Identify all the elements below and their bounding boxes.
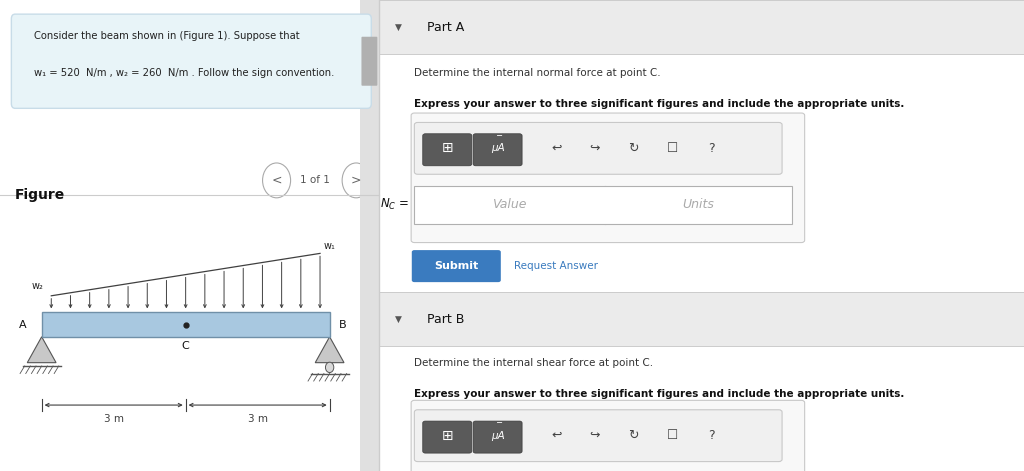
Text: ↩: ↩ bbox=[551, 142, 561, 155]
Text: $N_C$ =: $N_C$ = bbox=[380, 197, 410, 212]
Text: Submit: Submit bbox=[434, 261, 478, 271]
Text: Express your answer to three significant figures and include the appropriate uni: Express your answer to three significant… bbox=[415, 389, 905, 398]
Text: w₁: w₁ bbox=[324, 241, 336, 251]
Text: ⊞: ⊞ bbox=[441, 429, 453, 443]
FancyBboxPatch shape bbox=[415, 410, 782, 462]
FancyBboxPatch shape bbox=[411, 400, 805, 471]
Bar bbox=[42, 312, 330, 337]
Text: 3 m: 3 m bbox=[103, 414, 124, 423]
Text: B: B bbox=[339, 319, 347, 330]
Bar bbox=[360, 0, 379, 471]
FancyBboxPatch shape bbox=[473, 421, 522, 453]
FancyBboxPatch shape bbox=[415, 122, 782, 174]
Text: Request Answer: Request Answer bbox=[514, 261, 598, 271]
Text: Determine the internal shear force at point C.: Determine the internal shear force at po… bbox=[415, 358, 653, 368]
Text: ↻: ↻ bbox=[629, 429, 639, 442]
Text: Part A: Part A bbox=[427, 21, 465, 33]
FancyBboxPatch shape bbox=[411, 113, 805, 243]
Circle shape bbox=[326, 362, 334, 373]
Text: Consider the beam shown in (Figure 1). Suppose that: Consider the beam shown in (Figure 1). S… bbox=[34, 31, 300, 41]
Text: Figure: Figure bbox=[15, 188, 66, 203]
Text: ☐: ☐ bbox=[667, 429, 678, 442]
Text: w₁ = 520  N/m , w₂ = 260  N/m . Follow the sign convention.: w₁ = 520 N/m , w₂ = 260 N/m . Follow the… bbox=[34, 68, 335, 78]
Text: ⊞: ⊞ bbox=[441, 141, 453, 155]
Text: 1 of 1: 1 of 1 bbox=[300, 175, 330, 186]
Text: Determine the internal normal force at point C.: Determine the internal normal force at p… bbox=[415, 68, 660, 78]
FancyBboxPatch shape bbox=[361, 37, 378, 86]
Text: Express your answer to three significant figures and include the appropriate uni: Express your answer to three significant… bbox=[415, 99, 905, 109]
Text: Units: Units bbox=[682, 198, 714, 211]
Text: >: > bbox=[351, 174, 361, 187]
Polygon shape bbox=[315, 337, 344, 363]
Text: ?: ? bbox=[708, 429, 715, 442]
Polygon shape bbox=[28, 337, 56, 363]
Text: μA: μA bbox=[490, 143, 505, 154]
Text: ↪: ↪ bbox=[590, 142, 600, 155]
Text: ▼: ▼ bbox=[395, 23, 401, 32]
Text: Value: Value bbox=[493, 198, 526, 211]
Text: ↪: ↪ bbox=[590, 429, 600, 442]
Text: 3 m: 3 m bbox=[248, 414, 267, 423]
Text: ↩: ↩ bbox=[551, 429, 561, 442]
Text: <: < bbox=[271, 174, 282, 187]
Bar bbox=[379, 0, 1024, 54]
FancyBboxPatch shape bbox=[423, 134, 472, 166]
Bar bbox=[379, 292, 1024, 346]
FancyBboxPatch shape bbox=[412, 250, 501, 282]
Text: w₂: w₂ bbox=[32, 281, 44, 291]
Bar bbox=[415, 186, 792, 224]
Text: C: C bbox=[182, 341, 189, 350]
Text: ☐: ☐ bbox=[667, 142, 678, 155]
FancyBboxPatch shape bbox=[11, 14, 372, 108]
Text: A: A bbox=[18, 319, 27, 330]
Text: μA: μA bbox=[490, 430, 505, 441]
FancyBboxPatch shape bbox=[473, 134, 522, 166]
Text: Part B: Part B bbox=[427, 313, 465, 325]
Text: ▼: ▼ bbox=[395, 315, 401, 324]
FancyBboxPatch shape bbox=[423, 421, 472, 453]
Text: ↻: ↻ bbox=[629, 142, 639, 155]
Text: ?: ? bbox=[708, 142, 715, 155]
